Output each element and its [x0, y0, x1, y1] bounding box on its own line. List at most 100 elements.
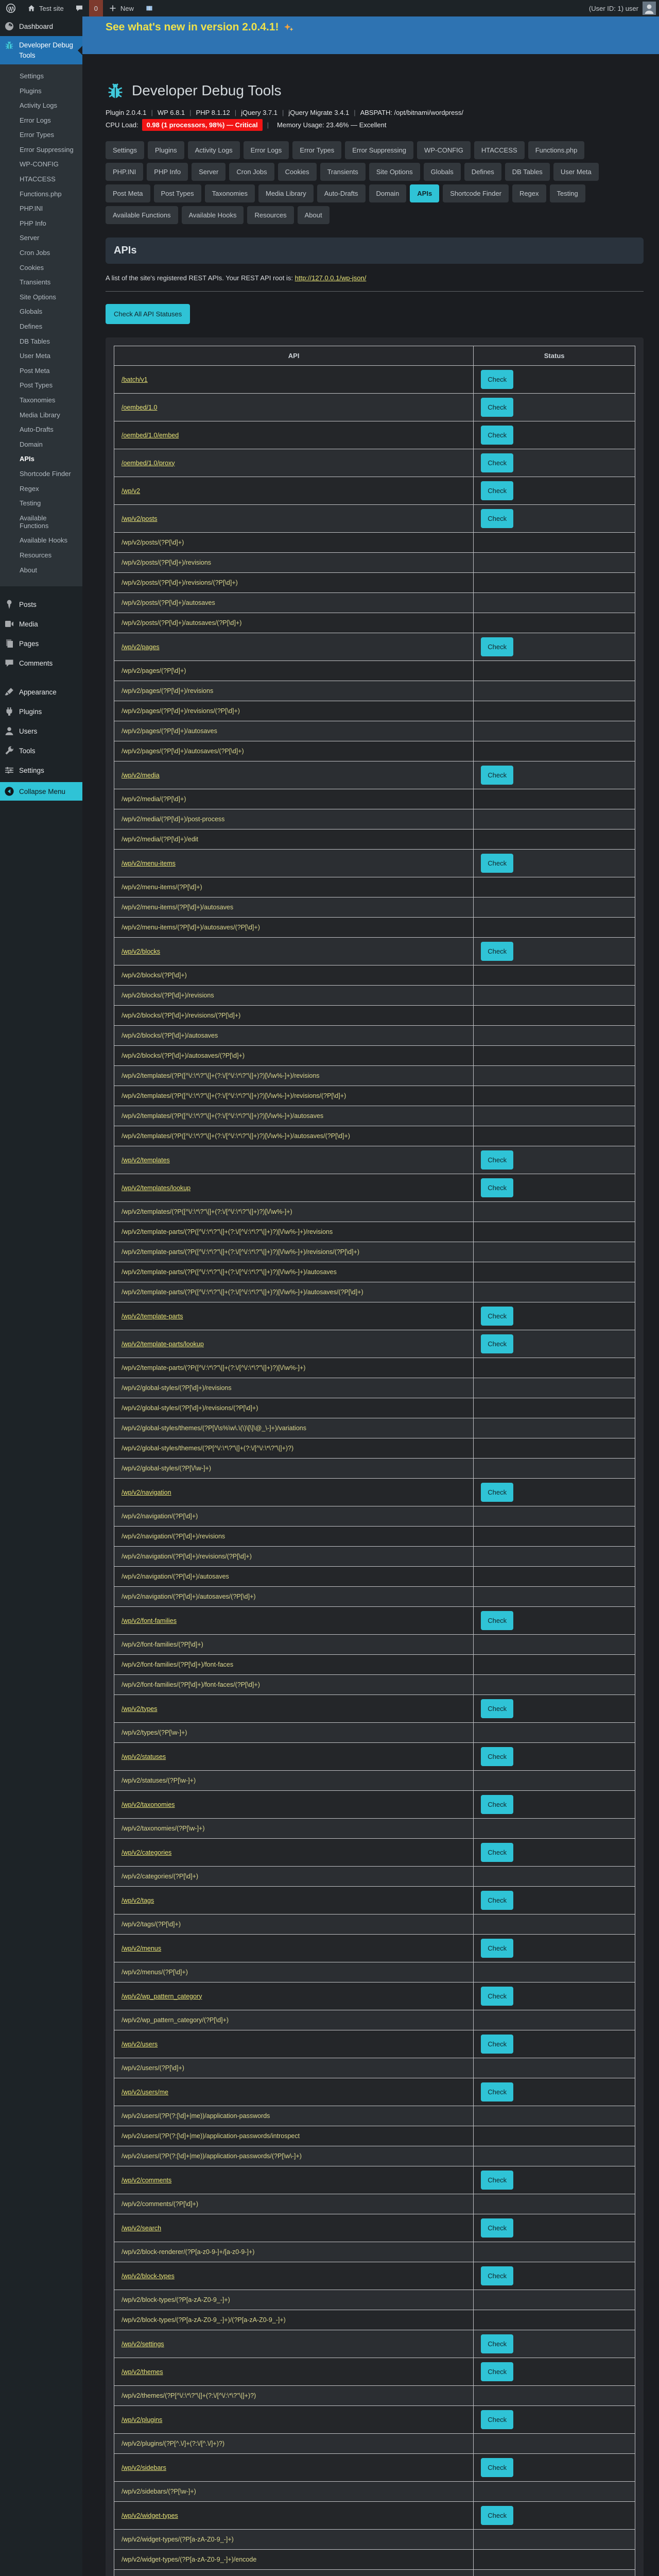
api-route-link[interactable]: /wp/v2/posts: [122, 515, 158, 522]
check-status-button[interactable]: Check: [481, 426, 514, 445]
sidebar-item-developer-debug-tools[interactable]: Developer Debug Tools: [0, 36, 82, 65]
sidebar-item-available-functions[interactable]: Available Functions: [20, 514, 49, 530]
sidebar-item-pages[interactable]: Pages: [0, 634, 82, 653]
account-menu[interactable]: (User ID: 1) user: [589, 0, 659, 16]
check-status-button[interactable]: Check: [481, 2171, 514, 2190]
api-route-link[interactable]: /wp/v2/template-parts/lookup: [122, 1340, 204, 1348]
tab-about[interactable]: About: [297, 206, 330, 224]
check-status-button[interactable]: Check: [481, 1891, 514, 1910]
sidebar-item-error-suppressing[interactable]: Error Suppressing: [20, 145, 74, 154]
api-route-link[interactable]: /wp/v2/media: [122, 771, 160, 779]
tab-error-types[interactable]: Error Types: [292, 141, 342, 159]
sidebar-item-activity-logs[interactable]: Activity Logs: [20, 101, 57, 110]
tab-transients[interactable]: Transients: [320, 163, 366, 181]
sidebar-item-transients[interactable]: Transients: [20, 278, 51, 286]
api-route-link[interactable]: /wp/v2/sidebars: [122, 2464, 166, 2471]
tab-wp-config[interactable]: WP-CONFIG: [417, 141, 471, 159]
tab-functions-php[interactable]: Functions.php: [528, 141, 585, 159]
sidebar-item-post-types[interactable]: Post Types: [20, 381, 53, 389]
api-route-link[interactable]: /batch/v1: [122, 376, 148, 383]
check-status-button[interactable]: Check: [481, 1483, 514, 1502]
check-status-button[interactable]: Check: [481, 942, 514, 961]
api-route-link[interactable]: /wp/v2/template-parts: [122, 1312, 183, 1320]
api-route-link[interactable]: /wp/v2/menu-items: [122, 859, 176, 867]
check-status-button[interactable]: Check: [481, 2218, 514, 2238]
sidebar-item-media-library[interactable]: Media Library: [20, 411, 60, 419]
check-status-button[interactable]: Check: [481, 1795, 514, 1814]
api-route-link[interactable]: /wp/v2/blocks: [122, 947, 161, 955]
sidebar-item-cron-jobs[interactable]: Cron Jobs: [20, 249, 50, 257]
site-name-link[interactable]: Test site: [22, 0, 70, 16]
check-status-button[interactable]: Check: [481, 509, 514, 528]
tab-error-suppressing[interactable]: Error Suppressing: [345, 141, 414, 159]
check-all-api-statuses-button[interactable]: Check All API Statuses: [106, 304, 190, 324]
api-route-link[interactable]: /wp/v2/templates/lookup: [122, 1184, 191, 1192]
tab-activity-logs[interactable]: Activity Logs: [187, 141, 240, 159]
sidebar-item-tools[interactable]: Tools: [0, 741, 82, 760]
api-route-link[interactable]: /oembed/1.0/proxy: [122, 459, 175, 467]
tab-media-library[interactable]: Media Library: [258, 184, 314, 202]
sidebar-item-error-logs[interactable]: Error Logs: [20, 116, 51, 124]
tab-server[interactable]: Server: [192, 163, 226, 181]
tab-cookies[interactable]: Cookies: [278, 163, 317, 181]
api-route-link[interactable]: /wp/v2/search: [122, 2224, 162, 2232]
api-route-link[interactable]: /wp/v2/tags: [122, 1896, 154, 1904]
check-status-button[interactable]: Check: [481, 2082, 514, 2102]
tab-available-hooks[interactable]: Available Hooks: [181, 206, 244, 224]
sidebar-item-post-meta[interactable]: Post Meta: [20, 366, 50, 375]
tab-available-functions[interactable]: Available Functions: [106, 206, 178, 224]
comment-count-badge[interactable]: 0: [89, 0, 103, 16]
api-route-link[interactable]: /wp/v2/comments: [122, 2176, 172, 2184]
tab-db-tables[interactable]: DB Tables: [505, 163, 550, 181]
check-status-button[interactable]: Check: [481, 2362, 514, 2381]
check-status-button[interactable]: Check: [481, 1178, 514, 1197]
api-route-link[interactable]: /wp/v2/users: [122, 2040, 158, 2048]
api-route-link[interactable]: /wp/v2/users/me: [122, 2088, 169, 2096]
tab-shortcode-finder[interactable]: Shortcode Finder: [443, 184, 509, 202]
sidebar-item-error-types[interactable]: Error Types: [20, 131, 54, 139]
tab-user-meta[interactable]: User Meta: [553, 163, 599, 181]
check-status-button[interactable]: Check: [481, 854, 514, 873]
check-status-button[interactable]: Check: [481, 766, 514, 785]
api-route-link[interactable]: /wp/v2/themes: [122, 2368, 163, 2376]
api-route-link[interactable]: /wp/v2/templates: [122, 1156, 170, 1164]
sidebar-item-auto-drafts[interactable]: Auto-Drafts: [20, 426, 54, 434]
sidebar-item-media[interactable]: Media: [0, 614, 82, 634]
api-route-link[interactable]: /wp/v2/pages: [122, 643, 160, 651]
tab-apis[interactable]: APIs: [410, 184, 440, 202]
check-status-button[interactable]: Check: [481, 1939, 514, 1958]
sidebar-item-globals[interactable]: Globals: [20, 308, 43, 316]
sidebar-item-plugins[interactable]: Plugins: [20, 87, 42, 95]
api-route-link[interactable]: /wp/v2/navigation: [122, 1488, 171, 1496]
tab-post-types[interactable]: Post Types: [153, 184, 201, 202]
sidebar-item-appearance[interactable]: Appearance: [0, 682, 82, 702]
tab-post-meta[interactable]: Post Meta: [106, 184, 150, 202]
check-status-button[interactable]: Check: [481, 2410, 514, 2429]
collapse-menu-button[interactable]: Collapse Menu: [0, 782, 82, 801]
api-route-link[interactable]: /oembed/1.0: [122, 403, 158, 411]
sidebar-item-domain[interactable]: Domain: [20, 440, 43, 448]
api-route-link[interactable]: /wp/v2/menus: [122, 1944, 162, 1952]
check-status-button[interactable]: Check: [481, 398, 514, 417]
tab-taxonomies[interactable]: Taxonomies: [204, 184, 255, 202]
sidebar-item-cookies[interactable]: Cookies: [20, 263, 44, 272]
api-route-link[interactable]: /wp/v2/block-types: [122, 2272, 175, 2280]
sidebar-item-db-tables[interactable]: DB Tables: [20, 337, 50, 345]
check-status-button[interactable]: Check: [481, 1150, 514, 1170]
api-route-link[interactable]: /wp/v2/plugins: [122, 2416, 163, 2424]
check-status-button[interactable]: Check: [481, 1843, 514, 1862]
check-status-button[interactable]: Check: [481, 370, 514, 389]
check-status-button[interactable]: Check: [481, 453, 514, 472]
tab-php-info[interactable]: PHP Info: [147, 163, 188, 181]
debug-tools-adminbar-icon[interactable]: [140, 0, 159, 16]
sidebar-item-resources[interactable]: Resources: [20, 551, 52, 559]
sidebar-item-taxonomies[interactable]: Taxonomies: [20, 396, 56, 404]
sidebar-item-comments[interactable]: Comments: [0, 653, 82, 673]
sidebar-item-regex[interactable]: Regex: [20, 484, 39, 493]
sidebar-item-wp-config[interactable]: WP-CONFIG: [20, 160, 59, 168]
api-route-link[interactable]: /wp/v2/wp_pattern_category: [122, 1992, 202, 2000]
tab-domain[interactable]: Domain: [369, 184, 407, 202]
tab-regex[interactable]: Regex: [512, 184, 546, 202]
tab-resources[interactable]: Resources: [247, 206, 294, 224]
sidebar-item-plugins[interactable]: Plugins: [0, 702, 82, 721]
